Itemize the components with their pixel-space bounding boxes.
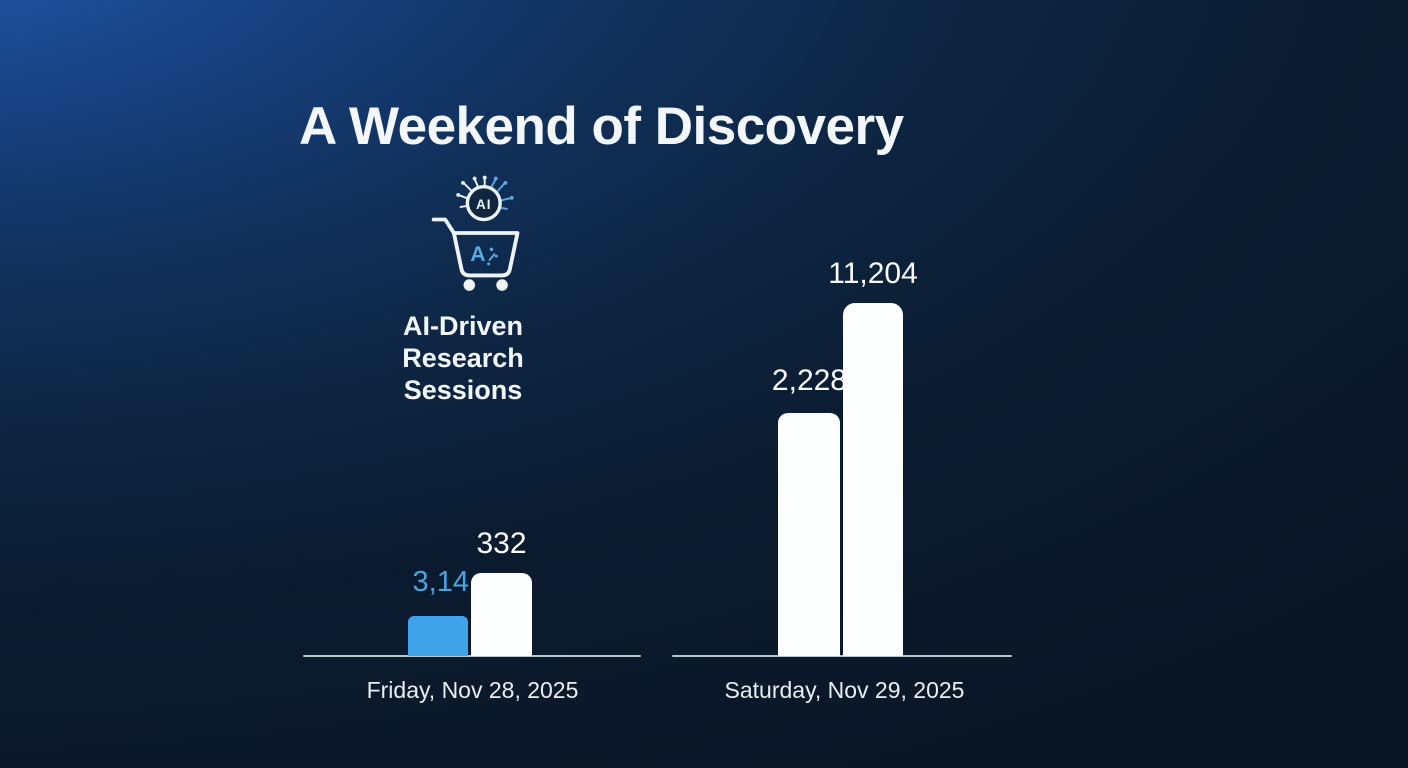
axis-line [303, 655, 641, 657]
cart-wheel-left [463, 279, 476, 291]
cart-wheel-right [496, 279, 508, 291]
ai-circle [465, 185, 502, 222]
metric-line: Research [402, 343, 524, 373]
cart-outline [431, 217, 520, 278]
bar [408, 616, 468, 656]
metric-label: AI-Driven Research Sessions [338, 310, 588, 406]
metric-line: Sessions [403, 375, 523, 405]
axis-line [672, 655, 1012, 657]
bar [778, 413, 840, 656]
bar [471, 573, 532, 656]
circuit-traces [456, 175, 514, 210]
basket-sparkles [487, 247, 498, 266]
basket-letter: A [470, 243, 485, 266]
bar-value-label: 3,14 [412, 566, 469, 598]
bar-value-label: 11,204 [828, 257, 918, 290]
ai-circle-text: AI [476, 197, 491, 212]
category-label: Saturday, Nov 29, 2025 [724, 677, 965, 703]
ai-shopping-cart-icon: AI A [424, 172, 530, 294]
bar [843, 303, 903, 656]
metric-line: AI-Driven [402, 311, 524, 341]
bar-value-label: 2,228 [771, 364, 847, 397]
category-label: Friday, Nov 28, 2025 [366, 677, 579, 703]
page-title: A Weekend of Discovery [299, 97, 904, 156]
bar-value-label: 332 [476, 527, 527, 560]
